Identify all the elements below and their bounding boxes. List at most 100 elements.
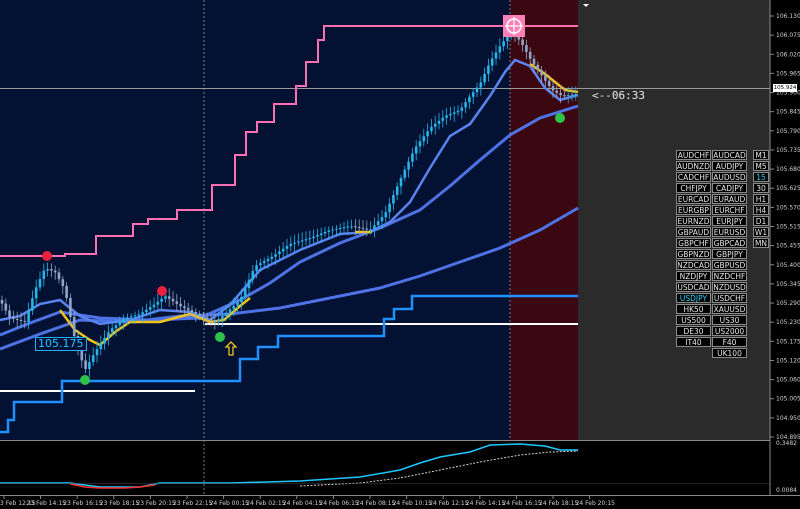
symbol-button-euraud[interactable]: EURAUD [712, 194, 747, 204]
mid-ma-line [0, 104, 579, 337]
candle-body [281, 248, 285, 252]
candle-body [422, 136, 426, 142]
candle [0, 295, 4, 311]
symbol-button-eurgbp[interactable]: EURGBP [676, 205, 711, 215]
candle-body [228, 309, 232, 313]
symbol-button-audcad[interactable]: AUDCAD [712, 150, 747, 160]
symbol-button-gbpaud[interactable]: GBPAUD [676, 227, 711, 237]
symbol-button-us30[interactable]: US30 [712, 315, 747, 325]
candle [285, 239, 289, 256]
candle [278, 245, 281, 259]
symbol-button-usdchf[interactable]: USDCHF [712, 293, 747, 303]
candle [551, 79, 555, 98]
symbol-button-eurjpy[interactable]: EURJPY [712, 216, 747, 226]
symbol-button-audchf[interactable]: AUDCHF [676, 150, 711, 160]
timeframe-button-h1[interactable]: H1 [753, 194, 769, 204]
candle [205, 312, 209, 326]
symbol-button-uk100[interactable]: UK100 [712, 348, 747, 358]
symbol-button-cadjpy[interactable]: CADJPY [712, 183, 747, 193]
symbol-button-eurusd[interactable]: EURUSD [712, 227, 747, 237]
symbol-button-audusd[interactable]: AUDUSD [712, 172, 747, 182]
candle-body [563, 95, 566, 97]
price-tick-label: 105.290 [776, 300, 800, 307]
symbol-button-audnzd[interactable]: AUDNZD [676, 161, 711, 171]
price-tick-label: 105.625 [776, 185, 800, 192]
candle-body [312, 236, 315, 239]
symbol-button-nzdjpy[interactable]: NZDJPY [676, 271, 711, 281]
symbol-button-nzdcad[interactable]: NZDCAD [676, 260, 711, 270]
candle-body [236, 302, 239, 306]
timeframe-button-mn[interactable]: MN [753, 238, 769, 248]
candle-body [152, 304, 156, 308]
timeframe-button-m5[interactable]: M5 [753, 161, 769, 171]
symbol-button-gbpchf[interactable]: GBPCHF [676, 238, 711, 248]
candle-body [137, 314, 141, 316]
candle-body [323, 232, 327, 234]
candle [12, 310, 15, 323]
candle [304, 231, 308, 246]
candle [346, 220, 350, 236]
candle-body [179, 303, 182, 307]
candle-body [12, 317, 15, 319]
upper-band-line [0, 25, 578, 257]
symbol-button-gbpnzd[interactable]: GBPNZD [676, 249, 711, 259]
candle [152, 297, 156, 314]
symbol-button-audjpy[interactable]: AUDJPY [712, 161, 747, 171]
symbol-button-it40[interactable]: IT40 [676, 337, 711, 347]
symbol-button-nzdchf[interactable]: NZDCHF [712, 271, 747, 281]
symbol-button-de30[interactable]: DE30 [676, 326, 711, 336]
timeframe-button-30[interactable]: 30 [753, 183, 769, 193]
timeframe-button-d1[interactable]: D1 [753, 216, 769, 226]
candle-body [502, 41, 505, 47]
indicator-background [0, 441, 770, 495]
symbol-button-gbpcad[interactable]: GBPCAD [712, 238, 747, 248]
candle [84, 353, 87, 374]
candle [525, 39, 528, 60]
candle [209, 313, 213, 327]
candle [399, 174, 403, 195]
symbol-button-f40[interactable]: F40 [712, 337, 747, 347]
candle [202, 311, 205, 325]
symbol-button-usdjpy[interactable]: USDJPY [676, 293, 711, 303]
symbol-button-gbpusd[interactable]: GBPUSD [712, 260, 747, 270]
candle-body [46, 269, 49, 271]
candle [483, 67, 486, 86]
symbol-button-us500[interactable]: US500 [676, 315, 711, 325]
candle-body [555, 90, 559, 93]
chart-shift-icon[interactable] [583, 4, 589, 7]
symbol-button-chfjpy[interactable]: CHFJPY [676, 183, 711, 193]
candle-body [574, 94, 578, 95]
symbol-button-cadchf[interactable]: CADCHF [676, 172, 711, 182]
symbol-button-hk50[interactable]: HK50 [676, 304, 711, 314]
symbol-button-eurchf[interactable]: EURCHF [712, 205, 747, 215]
symbol-button-usdcad[interactable]: USDCAD [676, 282, 711, 292]
candle [198, 310, 201, 321]
symbol-button-gbpjpy[interactable]: GBPJPY [712, 249, 747, 259]
candle-body [34, 287, 38, 299]
candle-body [23, 320, 27, 322]
symbol-button-us2000[interactable]: US2000 [712, 326, 747, 336]
up-arrow-icon [224, 341, 238, 356]
candle-body [57, 272, 61, 280]
timeframe-button-15[interactable]: 15 [753, 172, 769, 182]
candle [395, 182, 399, 201]
timeframe-button-m1[interactable]: M1 [753, 150, 769, 160]
candle-body [483, 73, 486, 83]
candle-body [213, 320, 217, 322]
candle [274, 249, 277, 265]
candle-body [205, 317, 209, 319]
timeframe-button-w1[interactable]: W1 [753, 227, 769, 237]
symbol-button-eurcad[interactable]: EURCAD [676, 194, 711, 204]
candle [156, 294, 160, 311]
candle-body [350, 226, 353, 228]
timeframe-button-h4[interactable]: H4 [753, 205, 769, 215]
candle-body [460, 107, 464, 111]
candle-body [129, 316, 133, 318]
symbol-button-nzdusd[interactable]: NZDUSD [712, 282, 747, 292]
symbol-button-xauusd[interactable]: XAUUSD [712, 304, 747, 314]
symbol-button-eurnzd[interactable]: EURNZD [676, 216, 711, 226]
candle-body [167, 296, 171, 299]
candle-body [308, 238, 312, 240]
